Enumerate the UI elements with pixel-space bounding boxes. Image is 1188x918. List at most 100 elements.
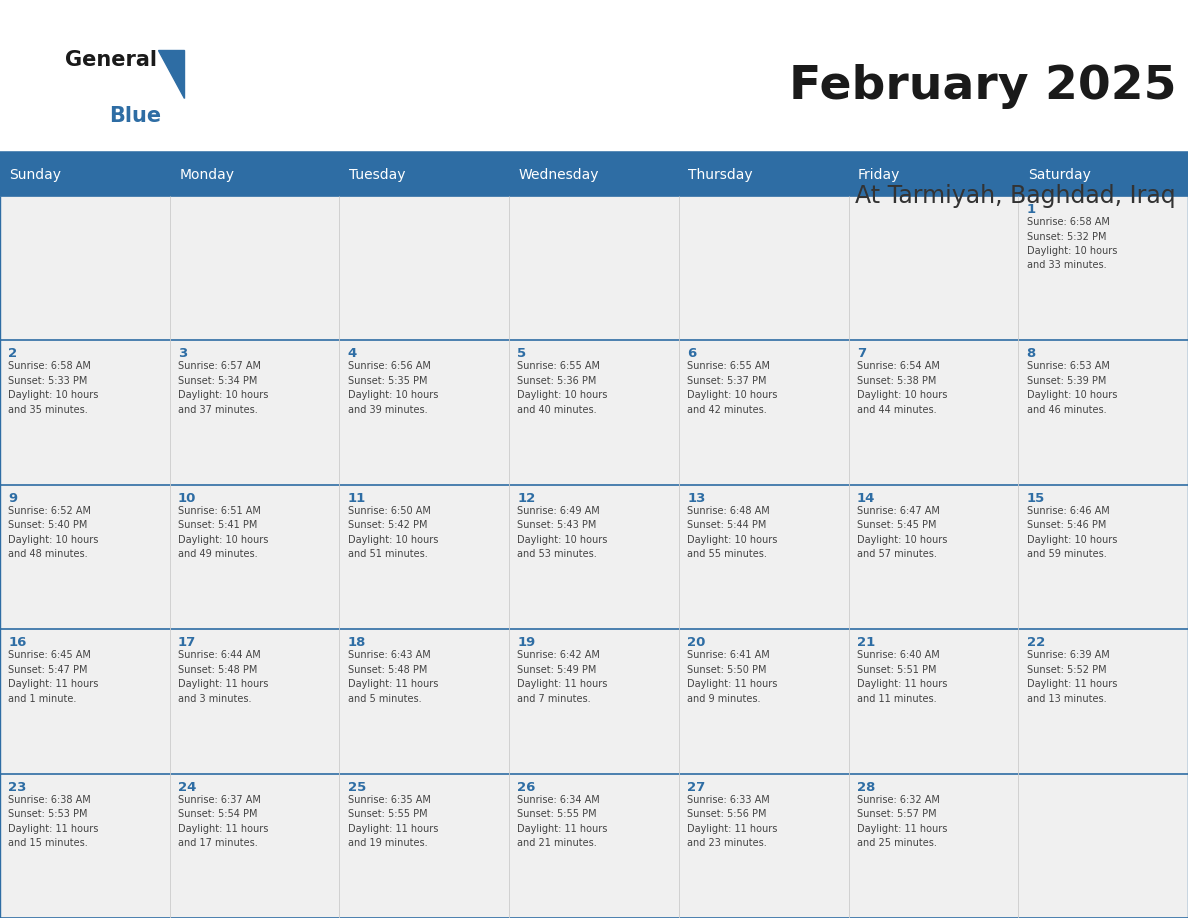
Text: Daylight: 11 hours: Daylight: 11 hours [8, 823, 99, 834]
Text: and 33 minutes.: and 33 minutes. [1026, 261, 1106, 271]
Text: Daylight: 10 hours: Daylight: 10 hours [1026, 390, 1117, 400]
Text: and 57 minutes.: and 57 minutes. [857, 549, 937, 559]
Text: Sunset: 5:34 PM: Sunset: 5:34 PM [178, 375, 258, 386]
Text: Sunrise: 6:35 AM: Sunrise: 6:35 AM [348, 795, 430, 804]
Text: Sunrise: 6:58 AM: Sunrise: 6:58 AM [1026, 217, 1110, 227]
Text: 13: 13 [687, 492, 706, 505]
Text: 21: 21 [857, 636, 876, 649]
Text: Sunset: 5:50 PM: Sunset: 5:50 PM [687, 665, 766, 675]
Bar [0, 154, 1188, 196]
Text: Sunset: 5:47 PM: Sunset: 5:47 PM [8, 665, 88, 675]
Text: Sunset: 5:37 PM: Sunset: 5:37 PM [687, 375, 766, 386]
Text: 5: 5 [518, 347, 526, 361]
Text: Sunrise: 6:33 AM: Sunrise: 6:33 AM [687, 795, 770, 804]
Text: 20: 20 [687, 636, 706, 649]
Bar [0, 196, 170, 341]
Text: Sunset: 5:56 PM: Sunset: 5:56 PM [687, 809, 766, 819]
Text: 15: 15 [1026, 492, 1045, 505]
Text: 19: 19 [518, 636, 536, 649]
Text: Daylight: 10 hours: Daylight: 10 hours [687, 535, 778, 544]
Bar [848, 774, 1018, 918]
Text: 24: 24 [178, 780, 196, 793]
Text: Sunset: 5:54 PM: Sunset: 5:54 PM [178, 809, 258, 819]
Text: Daylight: 11 hours: Daylight: 11 hours [857, 679, 947, 689]
Bar [678, 774, 848, 918]
Text: At Tarmiyah, Baghdad, Iraq: At Tarmiyah, Baghdad, Iraq [855, 184, 1176, 207]
Text: and 21 minutes.: and 21 minutes. [518, 838, 598, 848]
Text: Saturday: Saturday [1028, 168, 1091, 182]
Text: Daylight: 10 hours: Daylight: 10 hours [857, 535, 947, 544]
Text: Sunset: 5:48 PM: Sunset: 5:48 PM [348, 665, 428, 675]
Text: 27: 27 [687, 780, 706, 793]
Text: 28: 28 [857, 780, 876, 793]
Text: Sunset: 5:55 PM: Sunset: 5:55 PM [518, 809, 598, 819]
Text: 16: 16 [8, 636, 26, 649]
Text: Friday: Friday [858, 168, 901, 182]
Text: Daylight: 10 hours: Daylight: 10 hours [518, 535, 608, 544]
Text: 14: 14 [857, 492, 876, 505]
Text: Daylight: 11 hours: Daylight: 11 hours [178, 679, 268, 689]
Bar [678, 629, 848, 774]
Bar [1018, 341, 1188, 485]
Text: Sunset: 5:39 PM: Sunset: 5:39 PM [1026, 375, 1106, 386]
Text: and 3 minutes.: and 3 minutes. [178, 694, 252, 704]
Text: Blue: Blue [109, 106, 162, 126]
Text: and 55 minutes.: and 55 minutes. [687, 549, 767, 559]
Text: Sunrise: 6:32 AM: Sunrise: 6:32 AM [857, 795, 940, 804]
Text: Sunrise: 6:47 AM: Sunrise: 6:47 AM [857, 506, 940, 516]
Text: Sunset: 5:55 PM: Sunset: 5:55 PM [348, 809, 428, 819]
Text: and 59 minutes.: and 59 minutes. [1026, 549, 1106, 559]
Bar [0, 341, 170, 485]
Text: and 53 minutes.: and 53 minutes. [518, 549, 598, 559]
Bar [0, 629, 170, 774]
Text: 11: 11 [348, 492, 366, 505]
Text: Sunset: 5:51 PM: Sunset: 5:51 PM [857, 665, 936, 675]
Text: Sunrise: 6:53 AM: Sunrise: 6:53 AM [1026, 362, 1110, 372]
Text: and 7 minutes.: and 7 minutes. [518, 694, 592, 704]
Text: Daylight: 11 hours: Daylight: 11 hours [518, 823, 608, 834]
Text: Sunset: 5:49 PM: Sunset: 5:49 PM [518, 665, 596, 675]
Text: and 42 minutes.: and 42 minutes. [687, 405, 767, 415]
Text: 6: 6 [687, 347, 696, 361]
Text: Sunrise: 6:42 AM: Sunrise: 6:42 AM [518, 650, 600, 660]
Bar [1018, 196, 1188, 341]
Text: and 40 minutes.: and 40 minutes. [518, 405, 598, 415]
Text: Daylight: 11 hours: Daylight: 11 hours [857, 823, 947, 834]
Text: Sunrise: 6:43 AM: Sunrise: 6:43 AM [348, 650, 430, 660]
Text: 25: 25 [348, 780, 366, 793]
Text: Sunrise: 6:58 AM: Sunrise: 6:58 AM [8, 362, 91, 372]
Text: Sunrise: 6:44 AM: Sunrise: 6:44 AM [178, 650, 261, 660]
Bar [170, 629, 340, 774]
Text: Daylight: 10 hours: Daylight: 10 hours [178, 535, 268, 544]
Text: Sunset: 5:44 PM: Sunset: 5:44 PM [687, 521, 766, 531]
Text: General: General [65, 50, 157, 71]
Text: and 48 minutes.: and 48 minutes. [8, 549, 88, 559]
Text: 23: 23 [8, 780, 26, 793]
Text: Daylight: 10 hours: Daylight: 10 hours [518, 390, 608, 400]
Text: Sunrise: 6:56 AM: Sunrise: 6:56 AM [348, 362, 430, 372]
Bar [1018, 629, 1188, 774]
Text: Sunrise: 6:45 AM: Sunrise: 6:45 AM [8, 650, 91, 660]
Bar [510, 196, 678, 341]
Text: Sunrise: 6:55 AM: Sunrise: 6:55 AM [518, 362, 600, 372]
Bar [510, 485, 678, 629]
Text: Sunset: 5:53 PM: Sunset: 5:53 PM [8, 809, 88, 819]
Text: Thursday: Thursday [688, 168, 753, 182]
Bar [340, 341, 510, 485]
Text: 10: 10 [178, 492, 196, 505]
Text: Sunrise: 6:55 AM: Sunrise: 6:55 AM [687, 362, 770, 372]
Text: and 51 minutes.: and 51 minutes. [348, 549, 428, 559]
Text: Daylight: 11 hours: Daylight: 11 hours [1026, 679, 1117, 689]
Text: Sunset: 5:40 PM: Sunset: 5:40 PM [8, 521, 88, 531]
Text: and 44 minutes.: and 44 minutes. [857, 405, 936, 415]
Text: Sunrise: 6:51 AM: Sunrise: 6:51 AM [178, 506, 261, 516]
Text: Daylight: 11 hours: Daylight: 11 hours [348, 823, 438, 834]
Text: Sunset: 5:45 PM: Sunset: 5:45 PM [857, 521, 936, 531]
Text: and 11 minutes.: and 11 minutes. [857, 694, 936, 704]
Bar [0, 774, 170, 918]
Bar [678, 485, 848, 629]
Text: Daylight: 10 hours: Daylight: 10 hours [348, 390, 438, 400]
Text: Daylight: 11 hours: Daylight: 11 hours [687, 679, 778, 689]
Text: 7: 7 [857, 347, 866, 361]
Text: 8: 8 [1026, 347, 1036, 361]
